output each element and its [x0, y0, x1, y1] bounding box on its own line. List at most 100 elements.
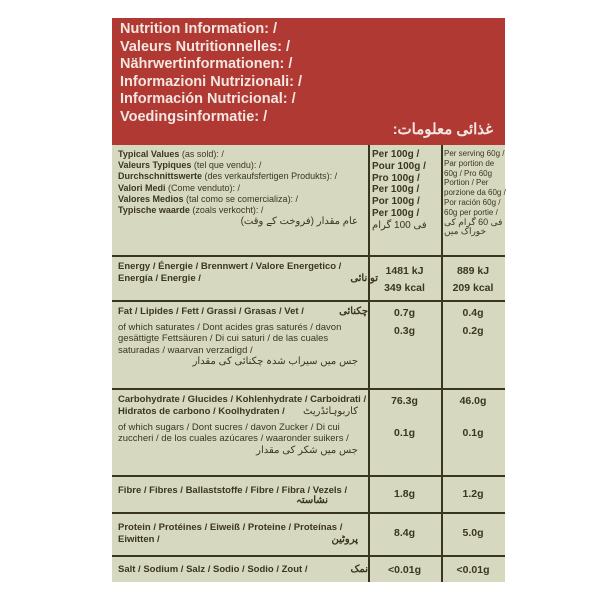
label-text: Per 100g / [372, 184, 420, 196]
typical-urdu: عام مقدار (فروخت کے وقت) [240, 216, 358, 228]
header-line: Informazioni Nutrizionali: / [120, 73, 303, 90]
label-text: Energy / Énergie / Brennwert / Valore En… [118, 261, 342, 284]
label-text: 889 kJ [456, 265, 490, 277]
label-text: 0.3g [393, 325, 415, 337]
label-text: چکنائی [339, 306, 368, 317]
nutrition-label: Nutrition Information: / Valeurs Nutriti… [112, 18, 508, 582]
cell: Carbohydrate / Glucides / Kohlenhydrate … [118, 394, 368, 457]
label-text: 0.1g [393, 427, 415, 439]
cell: Protein / Protéines / Eiweiß / Proteine … [118, 522, 368, 546]
label-text: 46.0g [459, 395, 487, 407]
header-urdu: غذائی معلومات: [392, 121, 493, 139]
label-text: Per serving 60g / [444, 149, 505, 158]
protein-row: Protein / Protéines / Eiweiß / Proteine … [112, 512, 505, 555]
label: Valeurs Typiques [118, 160, 192, 171]
label-text: Per 100g / [372, 149, 420, 160]
cell: 46.0g 0.1g [441, 394, 505, 440]
label-text: 8.4g [393, 527, 415, 539]
label-text: 0.7g [393, 307, 415, 319]
header-line: Valeurs Nutritionnelles: / [120, 38, 291, 55]
cell: Fat / Lipides / Fett / Grassi / Grasas /… [118, 306, 368, 318]
cell: Valeurs Typiques (tel que vendu): / [118, 160, 368, 171]
nutrition-header: Nutrition Information: / Valeurs Nutriti… [112, 18, 505, 145]
energy-row: Energy / Énergie / Brennwert / Valore En… [112, 255, 505, 300]
header-line: Nährwertinformationen: / [120, 56, 293, 73]
label-text: فی 100 گرام [372, 219, 427, 231]
label: (zoals verkocht): / [189, 205, 264, 216]
label-text: 209 kcal [452, 282, 494, 294]
label-text: توانائی [350, 273, 378, 285]
column-divider [441, 145, 443, 582]
label: (tel que vendu): / [191, 160, 262, 171]
cell: Salt / Sodium / Salz / Sodio / Sodio / Z… [118, 564, 368, 576]
label: (Come venduto): / [165, 182, 241, 193]
label-text: Pro 100g / [372, 172, 420, 184]
cell: Valori Medi (Come venduto): / [118, 183, 368, 194]
label-text: نمک [350, 564, 368, 575]
label-text: Carbohydrate / Glucides / Kohlenhydrate … [118, 394, 367, 417]
cell: 0.7g 0.3g [368, 306, 441, 338]
label: Valori Medi [118, 182, 166, 193]
label-text: Pour 100g / [372, 160, 426, 172]
cell: Energy / Énergie / Brennwert / Valore En… [118, 261, 378, 285]
label: (as sold): / [179, 149, 224, 159]
label: Valores Medios [118, 193, 184, 204]
label-text: porzione da 60g / [444, 188, 506, 198]
label-text: <0.01g [388, 564, 421, 576]
cell: Valores Medios (tal como se comercializa… [118, 194, 368, 205]
label: (des verkaufsfertigen Produkts): / [202, 171, 338, 182]
label-text: Por ración 60g / [444, 197, 501, 207]
label: Durchschnittswerte [118, 171, 203, 182]
label-text: 0.4g [462, 307, 484, 319]
cell: Typical Values (as sold): / [118, 149, 368, 160]
fibre-row: Fibre / Fibres / Ballaststoffe / Fibre /… [112, 475, 505, 512]
label-text: 349 kcal [384, 282, 425, 294]
label: Typical Values [118, 149, 180, 159]
label-text: 5.0g [462, 527, 484, 539]
label-text: جس میں شکر کی مقدار [256, 444, 358, 456]
label-text: 60g per portie / [444, 207, 498, 217]
cell: 1481 kJ 349 kcal [368, 263, 441, 297]
cell: Typical Values (as sold): / Valeurs Typi… [118, 149, 368, 227]
label-text: Por 100g / [372, 196, 420, 208]
label-text: Per 100g / [372, 207, 420, 219]
header-line: Voedingsinformatie: / [120, 108, 268, 125]
label-text: 0.2g [462, 325, 484, 337]
label-text: Portion / Per [444, 178, 489, 188]
fat-row: Fat / Lipides / Fett / Grassi / Grasas /… [112, 300, 505, 388]
label-text: جس میں سیراب شدہ چکنائی کی مقدار [192, 356, 358, 368]
label-text: Fibre / Fibres / Ballaststoffe / Fibre /… [118, 485, 348, 496]
header-line: Información Nutricional: / [120, 91, 296, 108]
cell: Fat / Lipides / Fett / Grassi / Grasas /… [118, 306, 368, 368]
label-text: 1481 kJ [385, 265, 424, 277]
label-text: Fat / Lipides / Fett / Grassi / Grasas /… [118, 306, 304, 317]
label: (tal como se comercializa): / [183, 193, 299, 204]
label-text: Protein / Protéines / Eiweiß / Proteine … [118, 522, 343, 545]
cell: Durchschnittswerte (des verkaufsfertigen… [118, 171, 368, 182]
header-line: Nutrition Information: / [120, 21, 278, 37]
cell: Fibre / Fibres / Ballaststoffe / Fibre /… [118, 485, 368, 506]
per-100g-header: Per 100g / Pour 100g / Pro 100g / Per 100g … [368, 149, 445, 232]
label-text: 60g / Pro 60g [444, 168, 493, 178]
label-text: 0.1g [462, 427, 484, 439]
label-text: پروٹین [331, 534, 358, 546]
label: Typische waarde [118, 205, 190, 216]
label-text: نشاستہ [295, 494, 328, 506]
cell: Typische waarde (zoals verkocht): / [118, 205, 368, 216]
cell: 76.3g 0.1g [368, 394, 441, 440]
label-text: of which saturates / Dont acides gras sa… [118, 321, 342, 356]
label-text: کاربوہائڈریٹ [303, 406, 358, 418]
label-text: فی 60 گرام کی خوراک میں [444, 216, 503, 237]
label-text: 1.2g [462, 488, 484, 500]
column-divider [368, 145, 370, 582]
label-text: of which sugars / Dont sucres / davon Zu… [118, 421, 349, 445]
carbohydrate-row: Carbohydrate / Glucides / Kohlenhydrate … [112, 388, 505, 475]
label-text: Par portion de [444, 158, 495, 168]
label-text: 1.8g [393, 488, 415, 500]
cell: 0.4g 0.2g [441, 306, 505, 338]
typical-values-row: Typical Values (as sold): / Valeurs Typi… [112, 145, 508, 255]
per-serving-header: Per serving 60g / Par portion de 60g / Pro… [441, 149, 508, 237]
label-text: Salt / Sodium / Salz / Sodio / Sodio / Z… [118, 564, 308, 575]
label-text: 76.3g [391, 395, 418, 407]
label-text: <0.01g [456, 564, 490, 576]
